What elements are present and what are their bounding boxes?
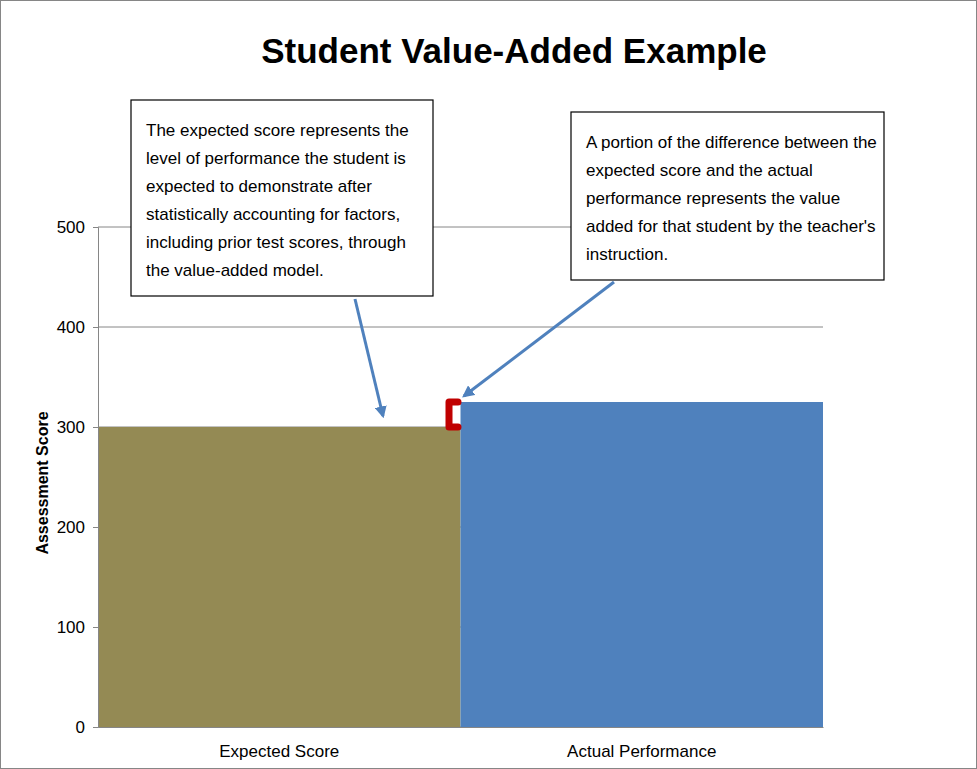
y-tick: 300	[57, 418, 98, 437]
y-tick: 400	[57, 318, 98, 337]
y-tick-mark	[93, 527, 98, 528]
y-tick-label: 200	[57, 518, 85, 537]
annotation-box	[571, 112, 884, 280]
y-tick-label: 300	[57, 418, 85, 437]
x-axis-line	[99, 727, 824, 728]
x-tick: Actual Performance	[567, 727, 716, 761]
y-tick-mark	[93, 727, 98, 728]
arrow	[355, 299, 383, 416]
annotation-text: A portion of the difference between thee…	[586, 133, 877, 264]
title: Student Value-Added Example	[261, 31, 767, 70]
x-tick-label: Actual Performance	[567, 742, 716, 761]
y-tick-mark	[93, 627, 98, 628]
y-tick-label: 400	[57, 318, 85, 337]
y-axis-title: Assessment Score	[34, 411, 51, 554]
grid-line	[98, 327, 823, 328]
annotation: The expected score represents thelevel o…	[131, 100, 433, 296]
bar	[461, 402, 824, 727]
grid	[98, 227, 823, 727]
bar	[98, 427, 461, 727]
y-tick-mark	[93, 427, 98, 428]
y-tick-label: 0	[76, 718, 85, 737]
y-tick-label: 500	[57, 218, 85, 237]
x-tick: Expected Score	[219, 727, 339, 761]
y-tick-label: 100	[57, 618, 85, 637]
y-tick-mark	[93, 227, 98, 228]
annotation-box	[131, 100, 433, 296]
y-tick: 0	[76, 718, 98, 737]
chart: 0 100 200 300 400 500 Expected Score Actual Per…	[0, 0, 977, 769]
y-tick: 100	[57, 618, 98, 637]
y-tick: 200	[57, 518, 98, 537]
y-tick: 500	[57, 218, 98, 237]
x-tick-label: Expected Score	[219, 742, 339, 761]
y-axis-line	[93, 228, 99, 728]
annotation-text: The expected score represents thelevel o…	[146, 121, 409, 280]
annotation: A portion of the difference between thee…	[571, 112, 884, 280]
plot-area	[98, 402, 823, 727]
y-axis: 0 100 200 300 400 500	[57, 218, 99, 737]
x-axis: Expected Score Actual Performance	[99, 727, 824, 761]
difference-bracket	[449, 402, 458, 427]
frame	[1, 1, 977, 769]
y-tick-mark	[93, 327, 98, 328]
arrow	[464, 282, 614, 396]
